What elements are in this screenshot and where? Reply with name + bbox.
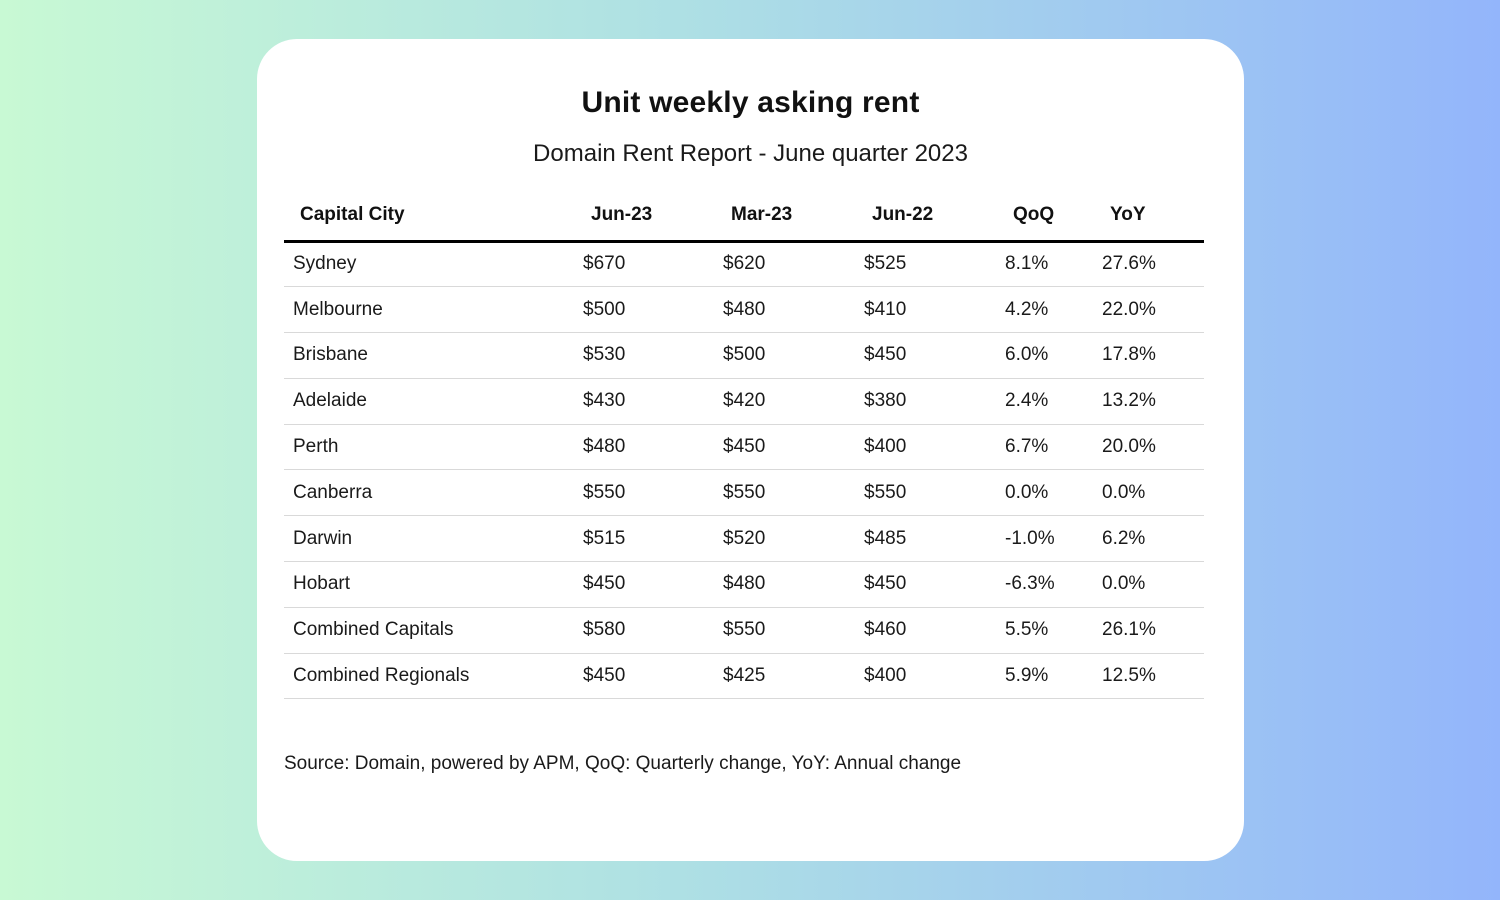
value-cell: $500 <box>583 286 723 334</box>
value-cell: $550 <box>723 469 864 517</box>
column-header-qoq: QoQ <box>1005 191 1102 243</box>
report-title: Unit weekly asking rent <box>581 86 920 119</box>
table-body: Sydney $670 $620 $525 8.1% 27.6% Melbourne $500… <box>284 241 1204 700</box>
column-header-jun-23: Jun-23 <box>583 191 723 243</box>
rent-report-card: Unit weekly asking rent Domain Rent Repo… <box>257 39 1244 861</box>
value-cell: 22.0% <box>1102 286 1204 334</box>
table-row: Melbourne $500 $480 $410 4.2% 22.0% <box>284 286 1204 334</box>
value-cell: 6.0% <box>1005 332 1102 379</box>
value-cell: $520 <box>723 515 864 563</box>
value-cell: $620 <box>723 241 864 288</box>
value-cell: $410 <box>864 286 1005 334</box>
value-cell: $480 <box>723 286 864 334</box>
value-cell: 4.2% <box>1005 286 1102 334</box>
table-row: Perth $480 $450 $400 6.7% 20.0% <box>284 424 1204 471</box>
value-cell: 8.1% <box>1005 241 1102 288</box>
source-note: Source: Domain, powered by APM, QoQ: Qua… <box>284 753 962 775</box>
table-header-row: Capital City Jun-23 Mar-23 Jun-22 QoQ Yo… <box>284 191 1204 243</box>
table-row: Combined Regionals $450 $425 $400 5.9% 12.5% <box>284 653 1204 700</box>
value-cell: -1.0% <box>1005 515 1102 563</box>
value-cell: $550 <box>864 469 1005 517</box>
value-cell: $430 <box>583 378 723 425</box>
value-cell: $400 <box>864 424 1005 471</box>
value-cell: 27.6% <box>1102 241 1204 288</box>
value-cell: $450 <box>583 561 723 608</box>
table-row: Adelaide $430 $420 $380 2.4% 13.2% <box>284 378 1204 425</box>
value-cell: $670 <box>583 241 723 288</box>
value-cell: 6.7% <box>1005 424 1102 471</box>
value-cell: $450 <box>583 653 723 700</box>
value-cell: $580 <box>583 607 723 654</box>
column-header-jun-22: Jun-22 <box>864 191 1005 243</box>
value-cell: $380 <box>864 378 1005 425</box>
city-cell: Hobart <box>284 561 583 608</box>
value-cell: $420 <box>723 378 864 425</box>
table-row: Brisbane $530 $500 $450 6.0% 17.8% <box>284 332 1204 379</box>
value-cell: $550 <box>723 607 864 654</box>
value-cell: $515 <box>583 515 723 563</box>
value-cell: $500 <box>723 332 864 379</box>
column-header-mar-23: Mar-23 <box>723 191 864 243</box>
city-cell: Adelaide <box>284 378 583 425</box>
value-cell: 20.0% <box>1102 424 1204 471</box>
city-cell: Combined Regionals <box>284 653 583 700</box>
table-row: Darwin $515 $520 $485 -1.0% 6.2% <box>284 515 1204 563</box>
value-cell: $450 <box>864 332 1005 379</box>
value-cell: 0.0% <box>1005 469 1102 517</box>
table-row: Sydney $670 $620 $525 8.1% 27.6% <box>284 241 1204 288</box>
value-cell: 2.4% <box>1005 378 1102 425</box>
value-cell: $530 <box>583 332 723 379</box>
value-cell: $480 <box>723 561 864 608</box>
value-cell: $525 <box>864 241 1005 288</box>
report-subtitle: Domain Rent Report - June quarter 2023 <box>533 140 968 167</box>
city-cell: Canberra <box>284 469 583 517</box>
value-cell: 0.0% <box>1102 469 1204 517</box>
column-header-capital-city: Capital City <box>284 191 583 243</box>
value-cell: $480 <box>583 424 723 471</box>
column-header-yoy: YoY <box>1102 191 1204 243</box>
city-cell: Combined Capitals <box>284 607 583 654</box>
city-cell: Melbourne <box>284 286 583 334</box>
value-cell: -6.3% <box>1005 561 1102 608</box>
value-cell: $425 <box>723 653 864 700</box>
value-cell: $485 <box>864 515 1005 563</box>
table-row: Hobart $450 $480 $450 -6.3% 0.0% <box>284 561 1204 608</box>
rent-table: Capital City Jun-23 Mar-23 Jun-22 QoQ Yo… <box>284 191 1204 700</box>
value-cell: 6.2% <box>1102 515 1204 563</box>
city-cell: Perth <box>284 424 583 471</box>
city-cell: Darwin <box>284 515 583 563</box>
table-row: Canberra $550 $550 $550 0.0% 0.0% <box>284 469 1204 517</box>
value-cell: $450 <box>864 561 1005 608</box>
value-cell: $460 <box>864 607 1005 654</box>
value-cell: $400 <box>864 653 1005 700</box>
value-cell: 17.8% <box>1102 332 1204 379</box>
value-cell: $550 <box>583 469 723 517</box>
value-cell: 0.0% <box>1102 561 1204 608</box>
value-cell: $450 <box>723 424 864 471</box>
value-cell: 5.9% <box>1005 653 1102 700</box>
table-row: Combined Capitals $580 $550 $460 5.5% 26.1% <box>284 607 1204 654</box>
value-cell: 13.2% <box>1102 378 1204 425</box>
city-cell: Sydney <box>284 241 583 288</box>
city-cell: Brisbane <box>284 332 583 379</box>
value-cell: 5.5% <box>1005 607 1102 654</box>
value-cell: 26.1% <box>1102 607 1204 654</box>
value-cell: 12.5% <box>1102 653 1204 700</box>
